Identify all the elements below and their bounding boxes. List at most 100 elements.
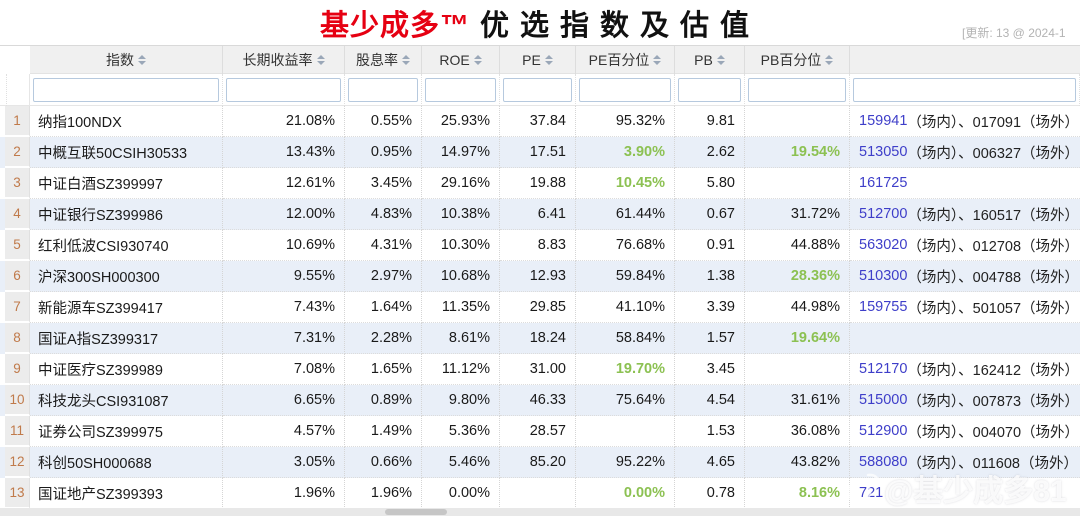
left-gutter	[0, 46, 5, 74]
sort-icon	[402, 55, 410, 65]
fund-code-rest: （场内）、011608（场外）	[907, 455, 1078, 472]
sort-icon	[716, 55, 725, 65]
pb-value: 3.45	[675, 354, 745, 385]
roe-value: 10.30%	[422, 230, 500, 261]
pe-value	[500, 478, 576, 509]
column-header-PE[interactable]: PE	[500, 46, 576, 74]
long-term-return: 6.65%	[223, 385, 345, 416]
filter-cell	[850, 74, 1080, 106]
roe-value: 11.12%	[422, 354, 500, 385]
horizontal-scrollbar[interactable]	[0, 508, 1080, 516]
table-row[interactable]: 5 红利低波CSI930740 10.69% 4.31% 10.30% 8.83 76.68…	[0, 230, 1080, 261]
table-filter-row	[0, 74, 1080, 106]
table-row[interactable]: 2 中概互联50CSIH30533 13.43% 0.95% 14.97% 17.51 3.…	[0, 137, 1080, 168]
fund-codes: 159941 （场内）、017091（场外）	[850, 106, 1080, 137]
row-number: 6	[5, 261, 30, 292]
column-header-label: PB百分位	[760, 52, 822, 68]
filter-cell	[745, 74, 850, 106]
pe-value: 8.83	[500, 230, 576, 261]
pb-percentile: 44.98%	[745, 292, 850, 323]
filter-input-codes[interactable]	[853, 78, 1076, 102]
index-name: 证券公司SZ399975	[30, 416, 223, 447]
row-number: 11	[5, 416, 30, 447]
index-name: 红利低波CSI930740	[30, 230, 223, 261]
pe-percentile: 0.00%	[576, 478, 675, 509]
fund-code-link[interactable]: 512170	[859, 361, 908, 377]
pb-percentile: 28.36%	[745, 261, 850, 292]
pe-value: 17.51	[500, 137, 576, 168]
long-term-return: 13.43%	[223, 137, 345, 168]
filter-cell	[576, 74, 675, 106]
column-header-ROE[interactable]: ROE	[422, 46, 500, 74]
left-gutter	[0, 261, 5, 292]
index-name: 国证地产SZ399393	[30, 478, 223, 509]
table-row[interactable]: 6 沪深300SH000300 9.55% 2.97% 10.68% 12.93 59.84…	[0, 261, 1080, 292]
fund-codes: 513050 （场内）、006327（场外）	[850, 137, 1080, 168]
fund-code-link[interactable]: 515000	[859, 392, 908, 408]
table-row[interactable]: 13 国证地产SZ399393 1.96% 1.96% 0.00% 0.00% 0.78 8.…	[0, 478, 1080, 509]
roe-value: 10.38%	[422, 199, 500, 230]
filter-input-股息率[interactable]	[348, 78, 418, 102]
page-title: 基少成多™ 优选指数及估值	[320, 2, 760, 44]
table-row[interactable]: 1 纳指100NDX 21.08% 0.55% 25.93% 37.84 95.32% 9.8…	[0, 106, 1080, 137]
scrollbar-thumb[interactable]	[385, 509, 447, 515]
fund-code-link[interactable]: 512700	[859, 206, 908, 222]
pe-value: 37.84	[500, 106, 576, 137]
column-header-PE百分位[interactable]: PE百分位	[576, 46, 675, 74]
row-number: 13	[5, 478, 30, 509]
long-term-return: 10.69%	[223, 230, 345, 261]
long-term-return: 4.57%	[223, 416, 345, 447]
fund-code-link[interactable]: 563020	[859, 237, 908, 253]
filter-input-指数[interactable]	[33, 78, 219, 102]
table-row[interactable]: 12 科创50SH000688 3.05% 0.66% 5.46% 85.20 95.22%…	[0, 447, 1080, 478]
fund-code-rest: （场内）、004070（场外）	[907, 424, 1080, 441]
table-row[interactable]: 4 中证银行SZ399986 12.00% 4.83% 10.38% 6.41 61.44%…	[0, 199, 1080, 230]
table-row[interactable]: 9 中证医疗SZ399989 7.08% 1.65% 11.12% 31.00 19.70%…	[0, 354, 1080, 385]
index-name: 纳指100NDX	[30, 106, 223, 137]
row-number: 2	[5, 137, 30, 168]
pe-percentile: 76.68%	[576, 230, 675, 261]
row-number: 1	[5, 106, 30, 137]
fund-code-link[interactable]: 159755	[859, 299, 908, 315]
filter-input-PB[interactable]	[678, 78, 741, 102]
table-row[interactable]: 11 证券公司SZ399975 4.57% 1.49% 5.36% 28.57 1.53 36…	[0, 416, 1080, 447]
index-name: 科创50SH000688	[30, 447, 223, 478]
column-header-PB百分位[interactable]: PB百分位	[745, 46, 850, 74]
fund-code-link[interactable]: 161725	[859, 175, 908, 191]
filter-input-PE百分位[interactable]	[579, 78, 671, 102]
dividend-yield: 2.28%	[345, 323, 422, 354]
fund-codes: 721	[850, 478, 1080, 509]
row-number: 5	[5, 230, 30, 261]
pe-percentile: 95.32%	[576, 106, 675, 137]
column-header-PB[interactable]: PB	[675, 46, 745, 74]
roe-value: 8.61%	[422, 323, 500, 354]
dividend-yield: 1.96%	[345, 478, 422, 509]
pe-percentile: 59.84%	[576, 261, 675, 292]
fund-code-link[interactable]: 513050	[859, 144, 908, 160]
fund-code-link[interactable]: 721	[859, 485, 884, 501]
fund-code-link[interactable]: 588080	[859, 454, 908, 470]
column-header-长期收益率[interactable]: 长期收益率	[223, 46, 345, 74]
pb-percentile: 44.88%	[745, 230, 850, 261]
filter-input-PB百分位[interactable]	[748, 78, 846, 102]
column-header-股息率[interactable]: 股息率	[345, 46, 422, 74]
title-bar: 基少成多™ 优选指数及估值 [更新: 13 @ 2024-1	[0, 0, 1080, 45]
fund-code-link[interactable]: 159941	[859, 113, 908, 129]
fund-code-link[interactable]: 512900	[859, 423, 908, 439]
row-number: 9	[5, 354, 30, 385]
table-row[interactable]: 7 新能源车SZ399417 7.43% 1.64% 11.35% 29.85 41.10%…	[0, 292, 1080, 323]
column-header-指数[interactable]: 指数	[30, 46, 223, 74]
table-row[interactable]: 8 国证A指SZ399317 7.31% 2.28% 8.61% 18.24 58.84% 1…	[0, 323, 1080, 354]
column-header-label: 长期收益率	[242, 52, 313, 68]
table-row[interactable]: 10 科技龙头CSI931087 6.65% 0.89% 9.80% 46.33 75.64…	[0, 385, 1080, 416]
table-row[interactable]: 3 中证白酒SZ399997 12.61% 3.45% 29.16% 19.88 10.45…	[0, 168, 1080, 199]
filter-input-长期收益率[interactable]	[226, 78, 341, 102]
filter-input-ROE[interactable]	[425, 78, 496, 102]
roe-value: 25.93%	[422, 106, 500, 137]
roe-value: 5.46%	[422, 447, 500, 478]
update-timestamp: [更新: 13 @ 2024-1	[962, 26, 1066, 40]
fund-code-link[interactable]: 510300	[859, 268, 908, 284]
filter-input-PE[interactable]	[503, 78, 572, 102]
fund-code-rest: （场内）、162412（场外）	[907, 362, 1080, 379]
